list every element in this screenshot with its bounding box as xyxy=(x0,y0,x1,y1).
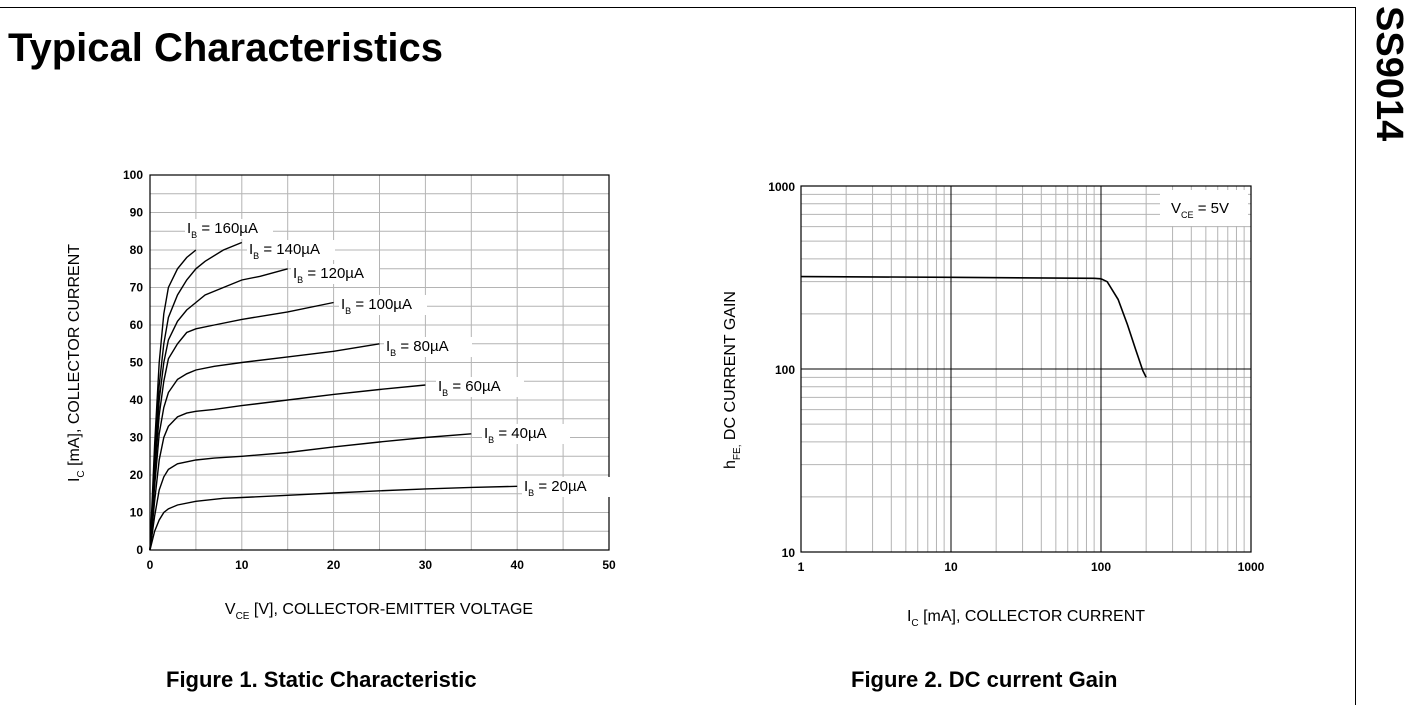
curve-label-background xyxy=(522,477,610,497)
y-tick-label: 0 xyxy=(136,543,143,557)
curve-label: IB = 160µA xyxy=(187,220,258,240)
y-axis-label: IC [mA], COLLECTOR CURRENT xyxy=(66,244,87,482)
curve-label-background xyxy=(384,337,472,357)
y-tick-label: 80 xyxy=(130,243,144,257)
x-tick-label: 30 xyxy=(419,558,433,572)
x-tick-label: 10 xyxy=(235,558,249,572)
x-tick-label: 20 xyxy=(327,558,341,572)
curve-label-background xyxy=(185,219,273,239)
curve-label-background xyxy=(482,424,570,444)
curve-label: IB = 80µA xyxy=(386,338,449,358)
series-line xyxy=(149,249,197,551)
curve-label: IB = 100µA xyxy=(341,296,412,316)
series-line xyxy=(149,301,334,551)
plot-frame xyxy=(800,185,1252,553)
y-tick-label: 30 xyxy=(130,431,144,445)
y-axis-label: hFE, DC CURRENT GAIN xyxy=(722,291,743,469)
page-title: Typical Characteristics xyxy=(8,26,444,70)
series-line xyxy=(149,384,426,551)
y-tick-label: 100 xyxy=(123,168,143,182)
series-line xyxy=(149,433,472,551)
series-line xyxy=(149,241,243,551)
y-tick-label: 90 xyxy=(130,206,144,220)
y-tick-label: 20 xyxy=(130,468,144,482)
figure-2-caption: Figure 2. DC current Gain xyxy=(851,667,1118,692)
page-frame-top xyxy=(0,7,1356,8)
curve-label: IB = 20µA xyxy=(524,478,587,498)
plot-frame xyxy=(149,174,610,551)
y-tick-label: 100 xyxy=(775,363,795,377)
y-tick-label: 50 xyxy=(130,356,144,370)
x-tick-label: 1 xyxy=(798,560,805,574)
page-frame-right xyxy=(1355,7,1356,705)
x-axis-label: IC [mA], COLLECTOR CURRENT xyxy=(907,608,1145,629)
series-line xyxy=(149,343,380,551)
x-axis-label: VCE [V], COLLECTOR-EMITTER VOLTAGE xyxy=(225,601,533,622)
x-tick-label: 50 xyxy=(602,558,616,572)
legend-label: VCE = 5V xyxy=(1171,200,1229,220)
series-line xyxy=(800,275,1147,378)
y-tick-label: 1000 xyxy=(768,180,795,194)
curve-label: IB = 120µA xyxy=(293,265,364,285)
y-tick-label: 70 xyxy=(130,281,144,295)
curve-label: IB = 60µA xyxy=(438,378,501,398)
y-tick-label: 10 xyxy=(782,546,796,560)
x-tick-label: 0 xyxy=(147,558,154,572)
figure-1-caption: Figure 1. Static Characteristic xyxy=(166,667,477,692)
legend-background xyxy=(1160,190,1248,226)
x-tick-label: 1000 xyxy=(1238,560,1265,574)
series-line xyxy=(149,268,288,551)
y-tick-label: 60 xyxy=(130,318,144,332)
curve-label: IB = 40µA xyxy=(484,425,547,445)
x-tick-label: 100 xyxy=(1091,560,1111,574)
curve-label-background xyxy=(339,295,427,315)
curve-label-background xyxy=(247,240,335,260)
x-tick-label: 10 xyxy=(944,560,958,574)
x-tick-label: 40 xyxy=(511,558,525,572)
series-line xyxy=(149,485,518,551)
curve-label-background xyxy=(291,264,379,284)
y-tick-label: 40 xyxy=(130,393,144,407)
curve-label-background xyxy=(436,377,524,397)
curve-label: IB = 140µA xyxy=(249,241,320,261)
y-tick-label: 10 xyxy=(130,506,144,520)
